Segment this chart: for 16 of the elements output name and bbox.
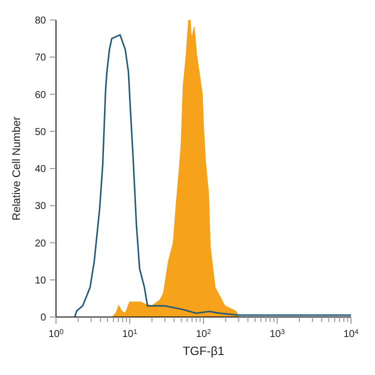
y-tick-label: 60 bbox=[34, 90, 46, 101]
x-tick-label: 10$^{0}$ bbox=[48, 328, 64, 340]
y-tick-label: 40 bbox=[34, 164, 46, 175]
x-tick-label: 10$^{1}$ bbox=[122, 328, 138, 340]
y-tick-label: 50 bbox=[34, 126, 46, 138]
y-tick-label: 10 bbox=[34, 275, 46, 286]
x-tick-label: 10$^{3}$ bbox=[270, 328, 285, 340]
y-tick-label: 30 bbox=[34, 201, 46, 212]
y-tick-label: 70 bbox=[34, 52, 46, 64]
x-axis-title: TGF-β1 bbox=[182, 344, 225, 358]
y-tick-label: 20 bbox=[34, 238, 46, 250]
x-tick-label: 10$^{4}$ bbox=[343, 328, 359, 340]
x-tick-label: 10$^{2}$ bbox=[196, 328, 212, 340]
y-tick-label: 0 bbox=[40, 312, 46, 324]
y-tick-label: 80 bbox=[34, 16, 46, 26]
y-axis-title: Relative Cell Number bbox=[11, 116, 23, 220]
